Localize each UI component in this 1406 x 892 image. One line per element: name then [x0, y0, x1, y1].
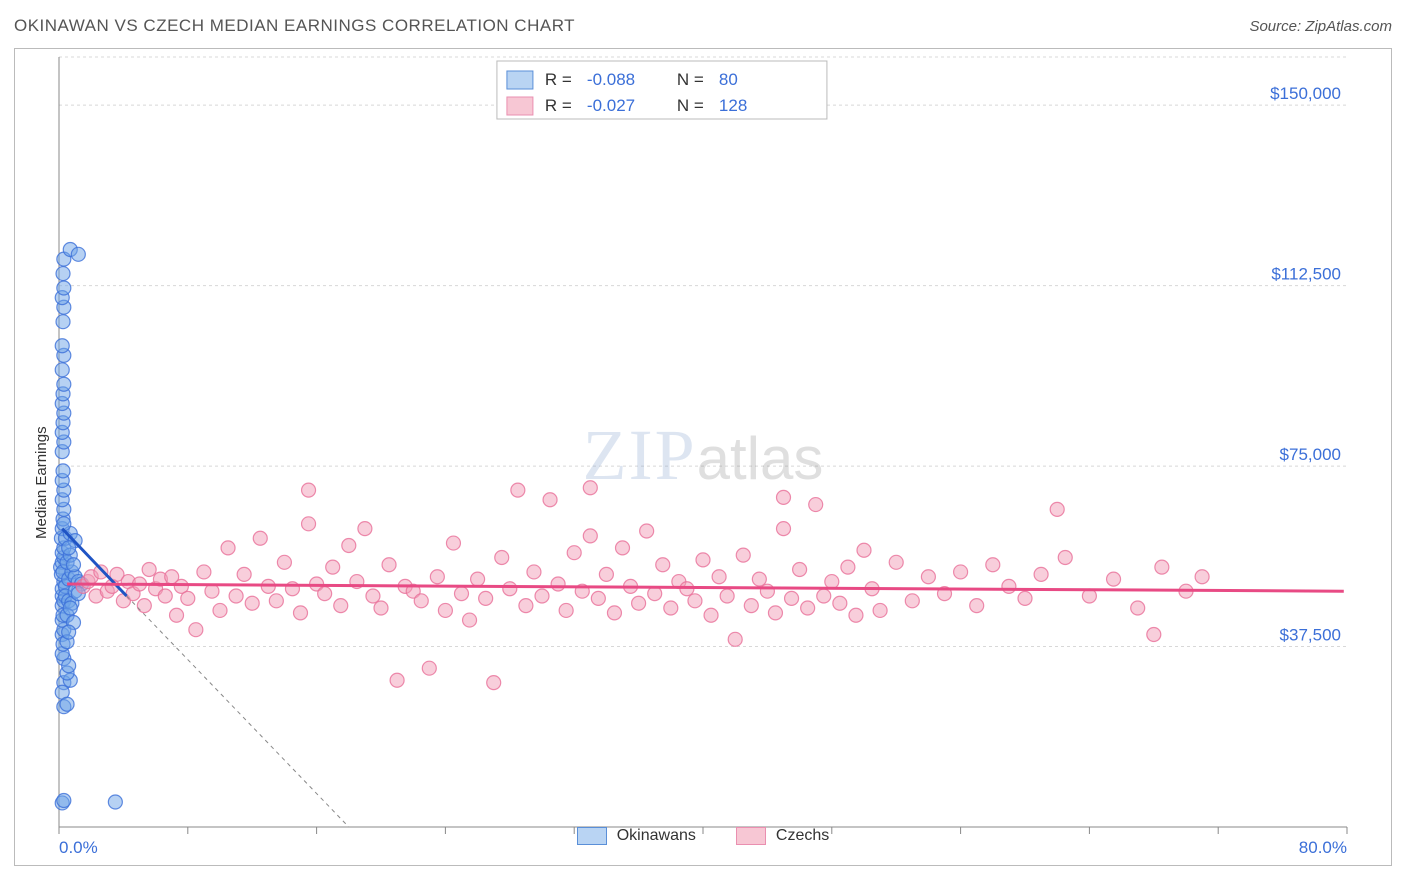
svg-text:-0.088: -0.088	[587, 70, 635, 89]
svg-text:$150,000: $150,000	[1270, 84, 1341, 103]
legend-swatch-czechs	[736, 827, 766, 845]
svg-text:$75,000: $75,000	[1280, 445, 1341, 464]
svg-text:$112,500: $112,500	[1271, 265, 1341, 284]
legend-swatch-okinawans	[577, 827, 607, 845]
svg-text:80: 80	[719, 70, 738, 89]
svg-text:-0.027: -0.027	[587, 96, 635, 115]
source-attribution: Source: ZipAtlas.com	[1249, 18, 1392, 35]
legend-label-okinawans: Okinawans	[617, 827, 696, 844]
svg-text:$37,500: $37,500	[1280, 626, 1341, 645]
scatter-chart: $37,500$75,000$112,500$150,0000.0%80.0%R…	[15, 49, 1391, 865]
svg-text:R =: R =	[545, 70, 572, 89]
legend-item-okinawans: Okinawans	[577, 827, 696, 845]
legend-item-czechs: Czechs	[736, 827, 829, 845]
header: OKINAWAN VS CZECH MEDIAN EARNINGS CORREL…	[14, 12, 1392, 40]
svg-text:R =: R =	[545, 96, 572, 115]
svg-text:N =: N =	[677, 96, 704, 115]
chart-title: OKINAWAN VS CZECH MEDIAN EARNINGS CORREL…	[14, 16, 575, 36]
svg-text:128: 128	[719, 96, 747, 115]
svg-text:N =: N =	[677, 70, 704, 89]
y-axis-label: Median Earnings	[33, 426, 50, 539]
bottom-legend: Okinawans Czechs	[15, 827, 1391, 845]
chart-area: Median Earnings $37,500 $75,000 $112,500 $1…	[14, 48, 1392, 866]
page-container: OKINAWAN VS CZECH MEDIAN EARNINGS CORREL…	[0, 0, 1406, 892]
legend-label-czechs: Czechs	[776, 827, 829, 844]
